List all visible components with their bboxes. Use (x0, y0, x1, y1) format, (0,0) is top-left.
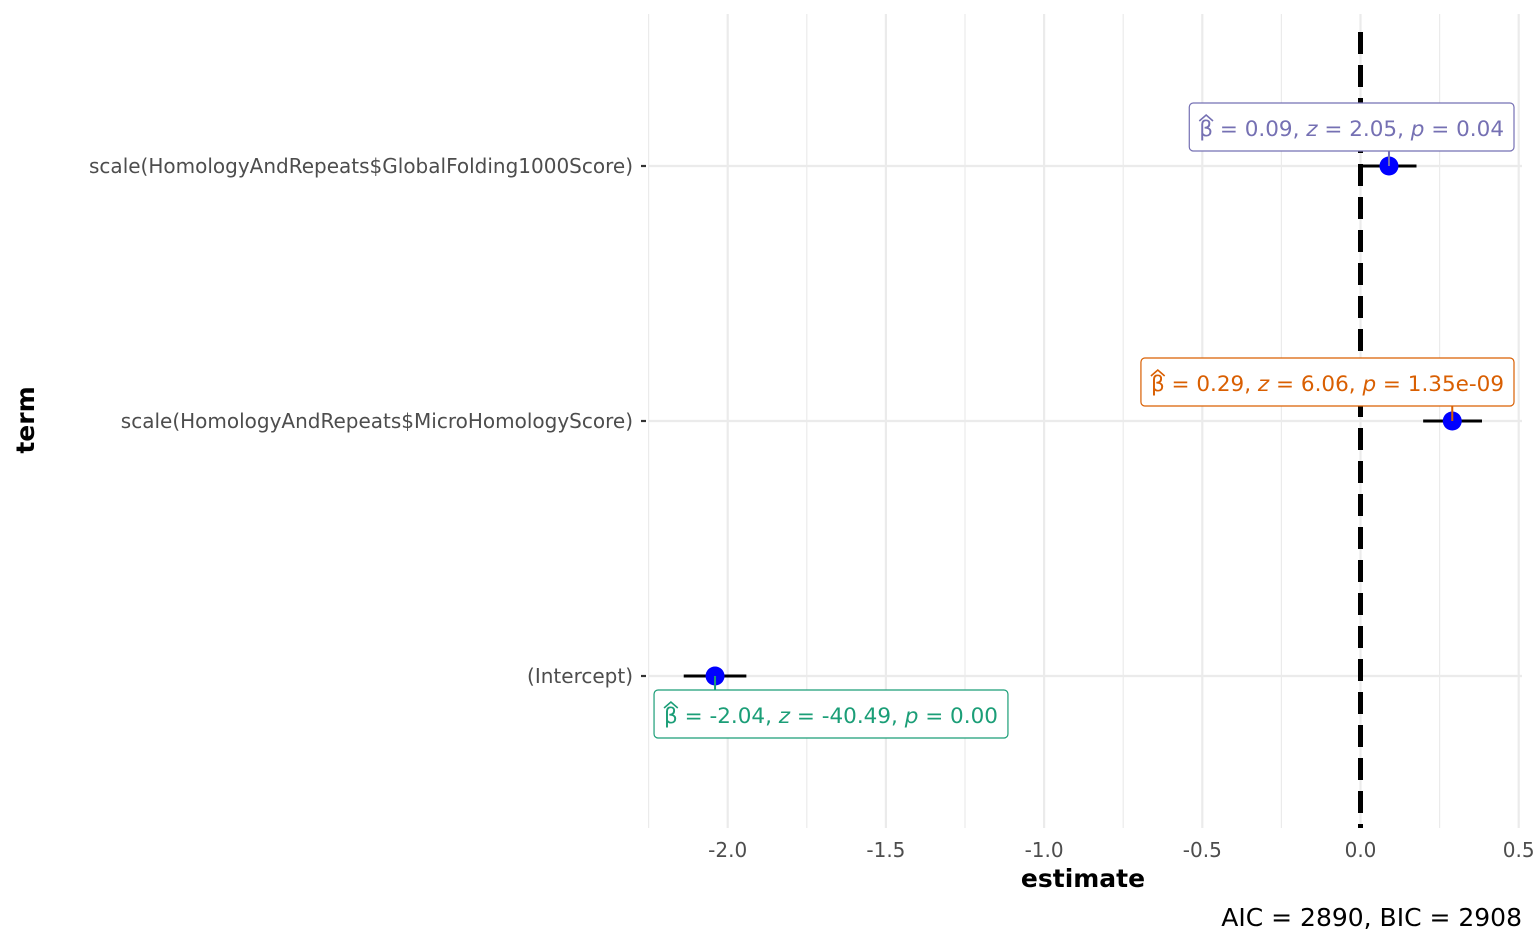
y-axis-title: term (11, 386, 40, 453)
z-symbol: z (1257, 372, 1270, 397)
z-symbol: z (1305, 117, 1318, 142)
beta-symbol: β (664, 704, 678, 729)
z-value: = 6.06, (1269, 372, 1362, 397)
label-box (653, 689, 1009, 739)
stat-label: β = 0.09, z = 2.05, p = 0.04 (1188, 102, 1515, 166)
z-value: = -40.49, (790, 704, 905, 729)
p-symbol: p (904, 704, 919, 729)
beta-hat-icon (1198, 113, 1214, 122)
p-symbol: p (1410, 117, 1425, 142)
p-value: = 0.00 (918, 704, 998, 729)
beta-hat-icon (1150, 368, 1166, 377)
labels-layer: β = 0.09, z = 2.05, p = 0.04 β = 0.29, z … (653, 102, 1515, 739)
stat-label-text: β = 0.09, z = 2.05, p = 0.04 (1199, 117, 1504, 142)
stat-label-text: β = -2.04, z = -40.49, p = 0.00 (664, 704, 998, 729)
x-axis-title: estimate (1021, 864, 1145, 893)
beta-value: = 0.09, (1213, 117, 1306, 142)
x-tick-label: 0.0 (1345, 838, 1377, 862)
x-tick-label: 0.5 (1503, 838, 1535, 862)
x-axis: -2.0 -1.5 -1.0 -0.5 0.0 0.5 (708, 838, 1534, 862)
beta-symbol: β (1151, 372, 1165, 397)
y-tick-label: scale(HomologyAndRepeats$GlobalFolding10… (89, 154, 633, 178)
x-tick-label: -0.5 (1183, 838, 1222, 862)
y-axis: scale(HomologyAndRepeats$GlobalFolding10… (89, 154, 646, 688)
p-value: = 0.04 (1424, 117, 1504, 142)
x-tick-label: -1.0 (1025, 838, 1064, 862)
stat-label: β = -2.04, z = -40.49, p = 0.00 (653, 676, 1009, 739)
p-value: = 1.35e-09 (1376, 372, 1504, 397)
label-box (1140, 357, 1515, 407)
stat-label-text: β = 0.29, z = 6.06, p = 1.35e-09 (1151, 372, 1504, 397)
p-symbol: p (1361, 372, 1376, 397)
z-value: = 2.05, (1318, 117, 1411, 142)
x-tick-label: -2.0 (708, 838, 747, 862)
model-fit-caption: AIC = 2890, BIC = 2908 (1221, 903, 1522, 932)
label-box (1188, 102, 1515, 152)
z-symbol: z (778, 704, 791, 729)
y-tick-label: scale(HomologyAndRepeats$MicroHomologySc… (121, 409, 633, 433)
beta-value: = 0.29, (1165, 372, 1258, 397)
beta-symbol: β (1199, 117, 1213, 142)
beta-hat-icon (663, 700, 679, 709)
stat-label: β = 0.29, z = 6.06, p = 1.35e-09 (1140, 357, 1515, 421)
y-tick-label: (Intercept) (527, 664, 633, 688)
x-tick-label: -1.5 (866, 838, 905, 862)
beta-value: = -2.04, (678, 704, 779, 729)
